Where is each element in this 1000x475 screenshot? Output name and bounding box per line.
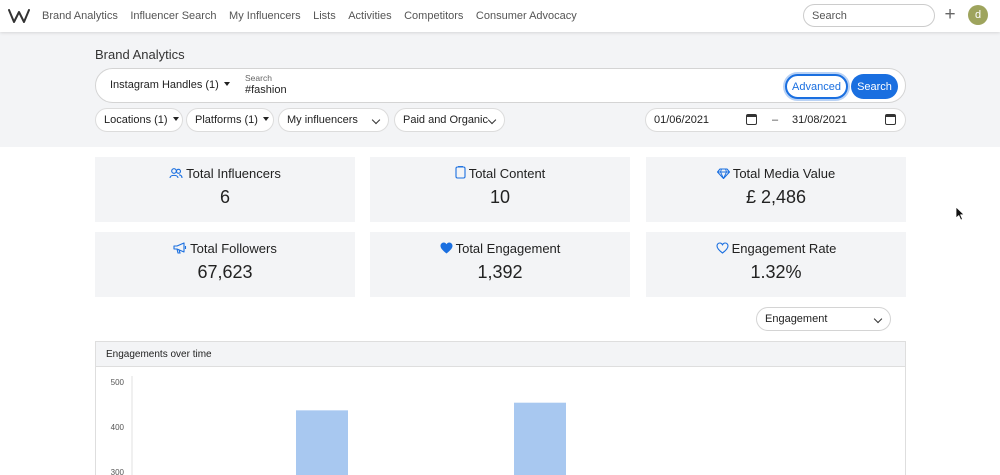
caret-down-icon	[172, 117, 179, 122]
stat-label: Total Followers	[190, 241, 277, 256]
stat-label: Engagement Rate	[731, 241, 837, 256]
stat-label: Total Influencers	[186, 166, 281, 181]
chart-header: Engagements over time	[96, 342, 905, 367]
y-tick-label: 400	[111, 423, 125, 432]
document-icon	[455, 166, 466, 179]
advanced-button[interactable]: Advanced	[785, 74, 848, 99]
stat-card-total-engagement: Total Engagement 1,392	[370, 232, 630, 297]
engagements-chart: 500 400 300	[111, 376, 566, 475]
page-title: Brand Analytics	[95, 47, 185, 62]
stat-value: 1,392	[477, 262, 523, 282]
date-from-input[interactable]: 01/06/2021	[654, 114, 710, 126]
caret-down-icon	[223, 82, 230, 87]
locations-label: Locations (1)	[104, 114, 168, 126]
date-range-picker: 01/06/2021 – 31/08/2021	[645, 108, 906, 132]
nav-links: Brand Analytics Influencer Search My Inf…	[42, 0, 589, 32]
chart-bar	[514, 402, 566, 475]
stat-label: Total Engagement	[455, 241, 561, 256]
engagements-chart-panel: Engagements over time 500 400 300	[95, 341, 906, 475]
metric-select-label: Engagement	[765, 313, 828, 325]
date-separator: –	[772, 114, 779, 126]
stat-value: 10	[489, 187, 511, 207]
stat-label: Total Media Value	[732, 166, 836, 181]
instagram-handles-dropdown[interactable]: Instagram Handles (1)	[110, 79, 230, 91]
date-to-input[interactable]: 31/08/2021	[792, 114, 848, 126]
brand-logo-icon[interactable]	[8, 7, 30, 25]
nav-link-lists[interactable]: Lists	[313, 10, 336, 22]
stat-card-total-followers: Total Followers 67,623	[95, 232, 355, 297]
stat-value: 6	[219, 187, 230, 207]
chevron-down-icon	[873, 314, 883, 324]
y-tick-label: 500	[111, 378, 125, 387]
y-tick-label: 300	[111, 468, 125, 475]
metric-select[interactable]: Engagement	[756, 307, 891, 331]
nav-link-influencer-search[interactable]: Influencer Search	[130, 10, 217, 22]
search-field-label: Search	[245, 73, 272, 83]
stat-card-total-content: Total Content 10	[370, 157, 630, 222]
stat-label: Total Content	[468, 166, 546, 181]
calendar-icon[interactable]	[885, 114, 896, 125]
my-influencers-label: My influencers	[287, 114, 358, 126]
nav-link-my-influencers[interactable]: My Influencers	[229, 10, 301, 22]
instagram-handles-label: Instagram Handles (1)	[110, 79, 219, 91]
user-avatar[interactable]: d	[968, 5, 988, 25]
users-icon	[169, 168, 183, 179]
nav-link-consumer-advocacy[interactable]: Consumer Advocacy	[475, 10, 577, 22]
megaphone-icon	[173, 242, 187, 254]
hashtag-search-input[interactable]	[245, 84, 625, 96]
search-button[interactable]: Search	[851, 74, 898, 99]
stat-value: 1.32%	[750, 262, 802, 282]
nav-link-activities[interactable]: Activities	[348, 10, 392, 22]
diamond-icon	[716, 168, 730, 180]
stat-card-total-influencers: Total Influencers 6	[95, 157, 355, 222]
nav-link-competitors[interactable]: Competitors	[404, 10, 464, 22]
platforms-dropdown[interactable]: Platforms (1)	[186, 108, 274, 132]
stat-card-total-media-value: Total Media Value £ 2,486	[646, 157, 906, 222]
caret-down-icon	[262, 117, 269, 122]
chevron-down-icon	[371, 115, 381, 125]
stat-value: 67,623	[197, 262, 253, 282]
heart-filled-icon	[440, 242, 453, 254]
chart-title: Engagements over time	[106, 349, 212, 360]
chart-bar	[296, 410, 348, 475]
mouse-cursor-icon	[955, 206, 965, 221]
add-icon[interactable]: +	[944, 4, 956, 25]
heart-outline-icon	[716, 242, 729, 254]
paid-organic-label: Paid and Organic	[403, 114, 488, 126]
top-navbar: Brand Analytics Influencer Search My Inf…	[0, 0, 1000, 32]
platforms-label: Platforms (1)	[195, 114, 258, 126]
paid-organic-select[interactable]: Paid and Organic	[394, 108, 505, 132]
stat-card-engagement-rate: Engagement Rate 1.32%	[646, 232, 906, 297]
calendar-icon[interactable]	[746, 114, 757, 125]
stat-value: £ 2,486	[745, 187, 807, 207]
chevron-down-icon	[487, 115, 497, 125]
nav-search-input[interactable]	[803, 4, 935, 27]
locations-dropdown[interactable]: Locations (1)	[95, 108, 183, 132]
nav-link-brand-analytics[interactable]: Brand Analytics	[42, 10, 118, 22]
search-bar: Instagram Handles (1) Search Advanced Se…	[95, 68, 906, 103]
my-influencers-select[interactable]: My influencers	[278, 108, 389, 132]
